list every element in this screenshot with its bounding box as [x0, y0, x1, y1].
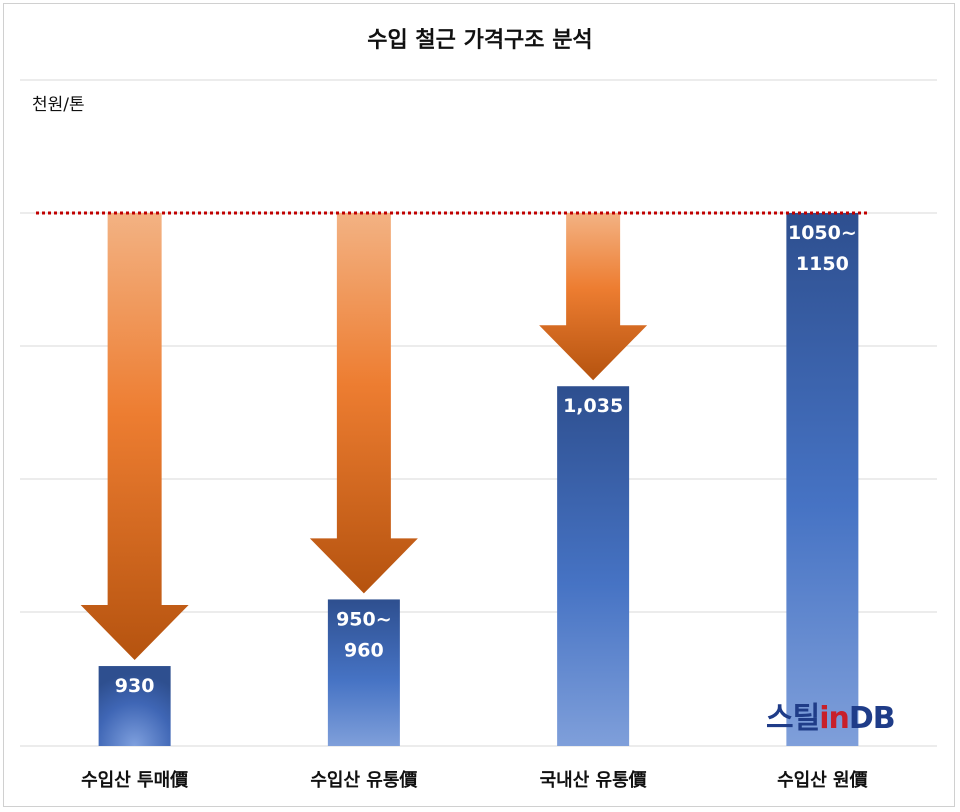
chart-frame — [3, 3, 955, 807]
data-label: 960 — [344, 639, 384, 661]
data-label: 1050~ — [788, 222, 857, 244]
category-label: 국내산 유통價 — [540, 769, 648, 791]
data-label: 1150 — [796, 253, 849, 275]
bar-4 — [786, 213, 859, 746]
steelindb-logo: 스틸inDB — [766, 701, 896, 736]
category-labels: 수입산 투매價 수입산 유통價 국내산 유통價 수입산 원價 — [81, 769, 869, 791]
data-label: 1,035 — [563, 395, 623, 417]
bar-1 — [98, 666, 171, 746]
category-label: 수입산 유통價 — [310, 769, 418, 791]
bars — [98, 213, 859, 746]
data-labels: 930 950~ 960 1,035 1050~ 1150 — [115, 222, 857, 697]
down-arrow-1 — [80, 213, 189, 661]
category-label: 수입산 투매價 — [81, 769, 189, 791]
data-label: 930 — [115, 675, 155, 697]
data-label: 950~ — [336, 608, 392, 630]
chart-title: 수입 철근 가격구조 분석 — [367, 28, 593, 53]
down-arrow-2 — [309, 213, 418, 594]
bar-3 — [557, 386, 630, 746]
arrows — [80, 213, 648, 661]
category-label: 수입산 원價 — [777, 769, 869, 791]
y-axis-unit-label: 천원/톤 — [32, 95, 85, 115]
down-arrow-3 — [539, 213, 648, 381]
bar-2 — [327, 599, 400, 746]
